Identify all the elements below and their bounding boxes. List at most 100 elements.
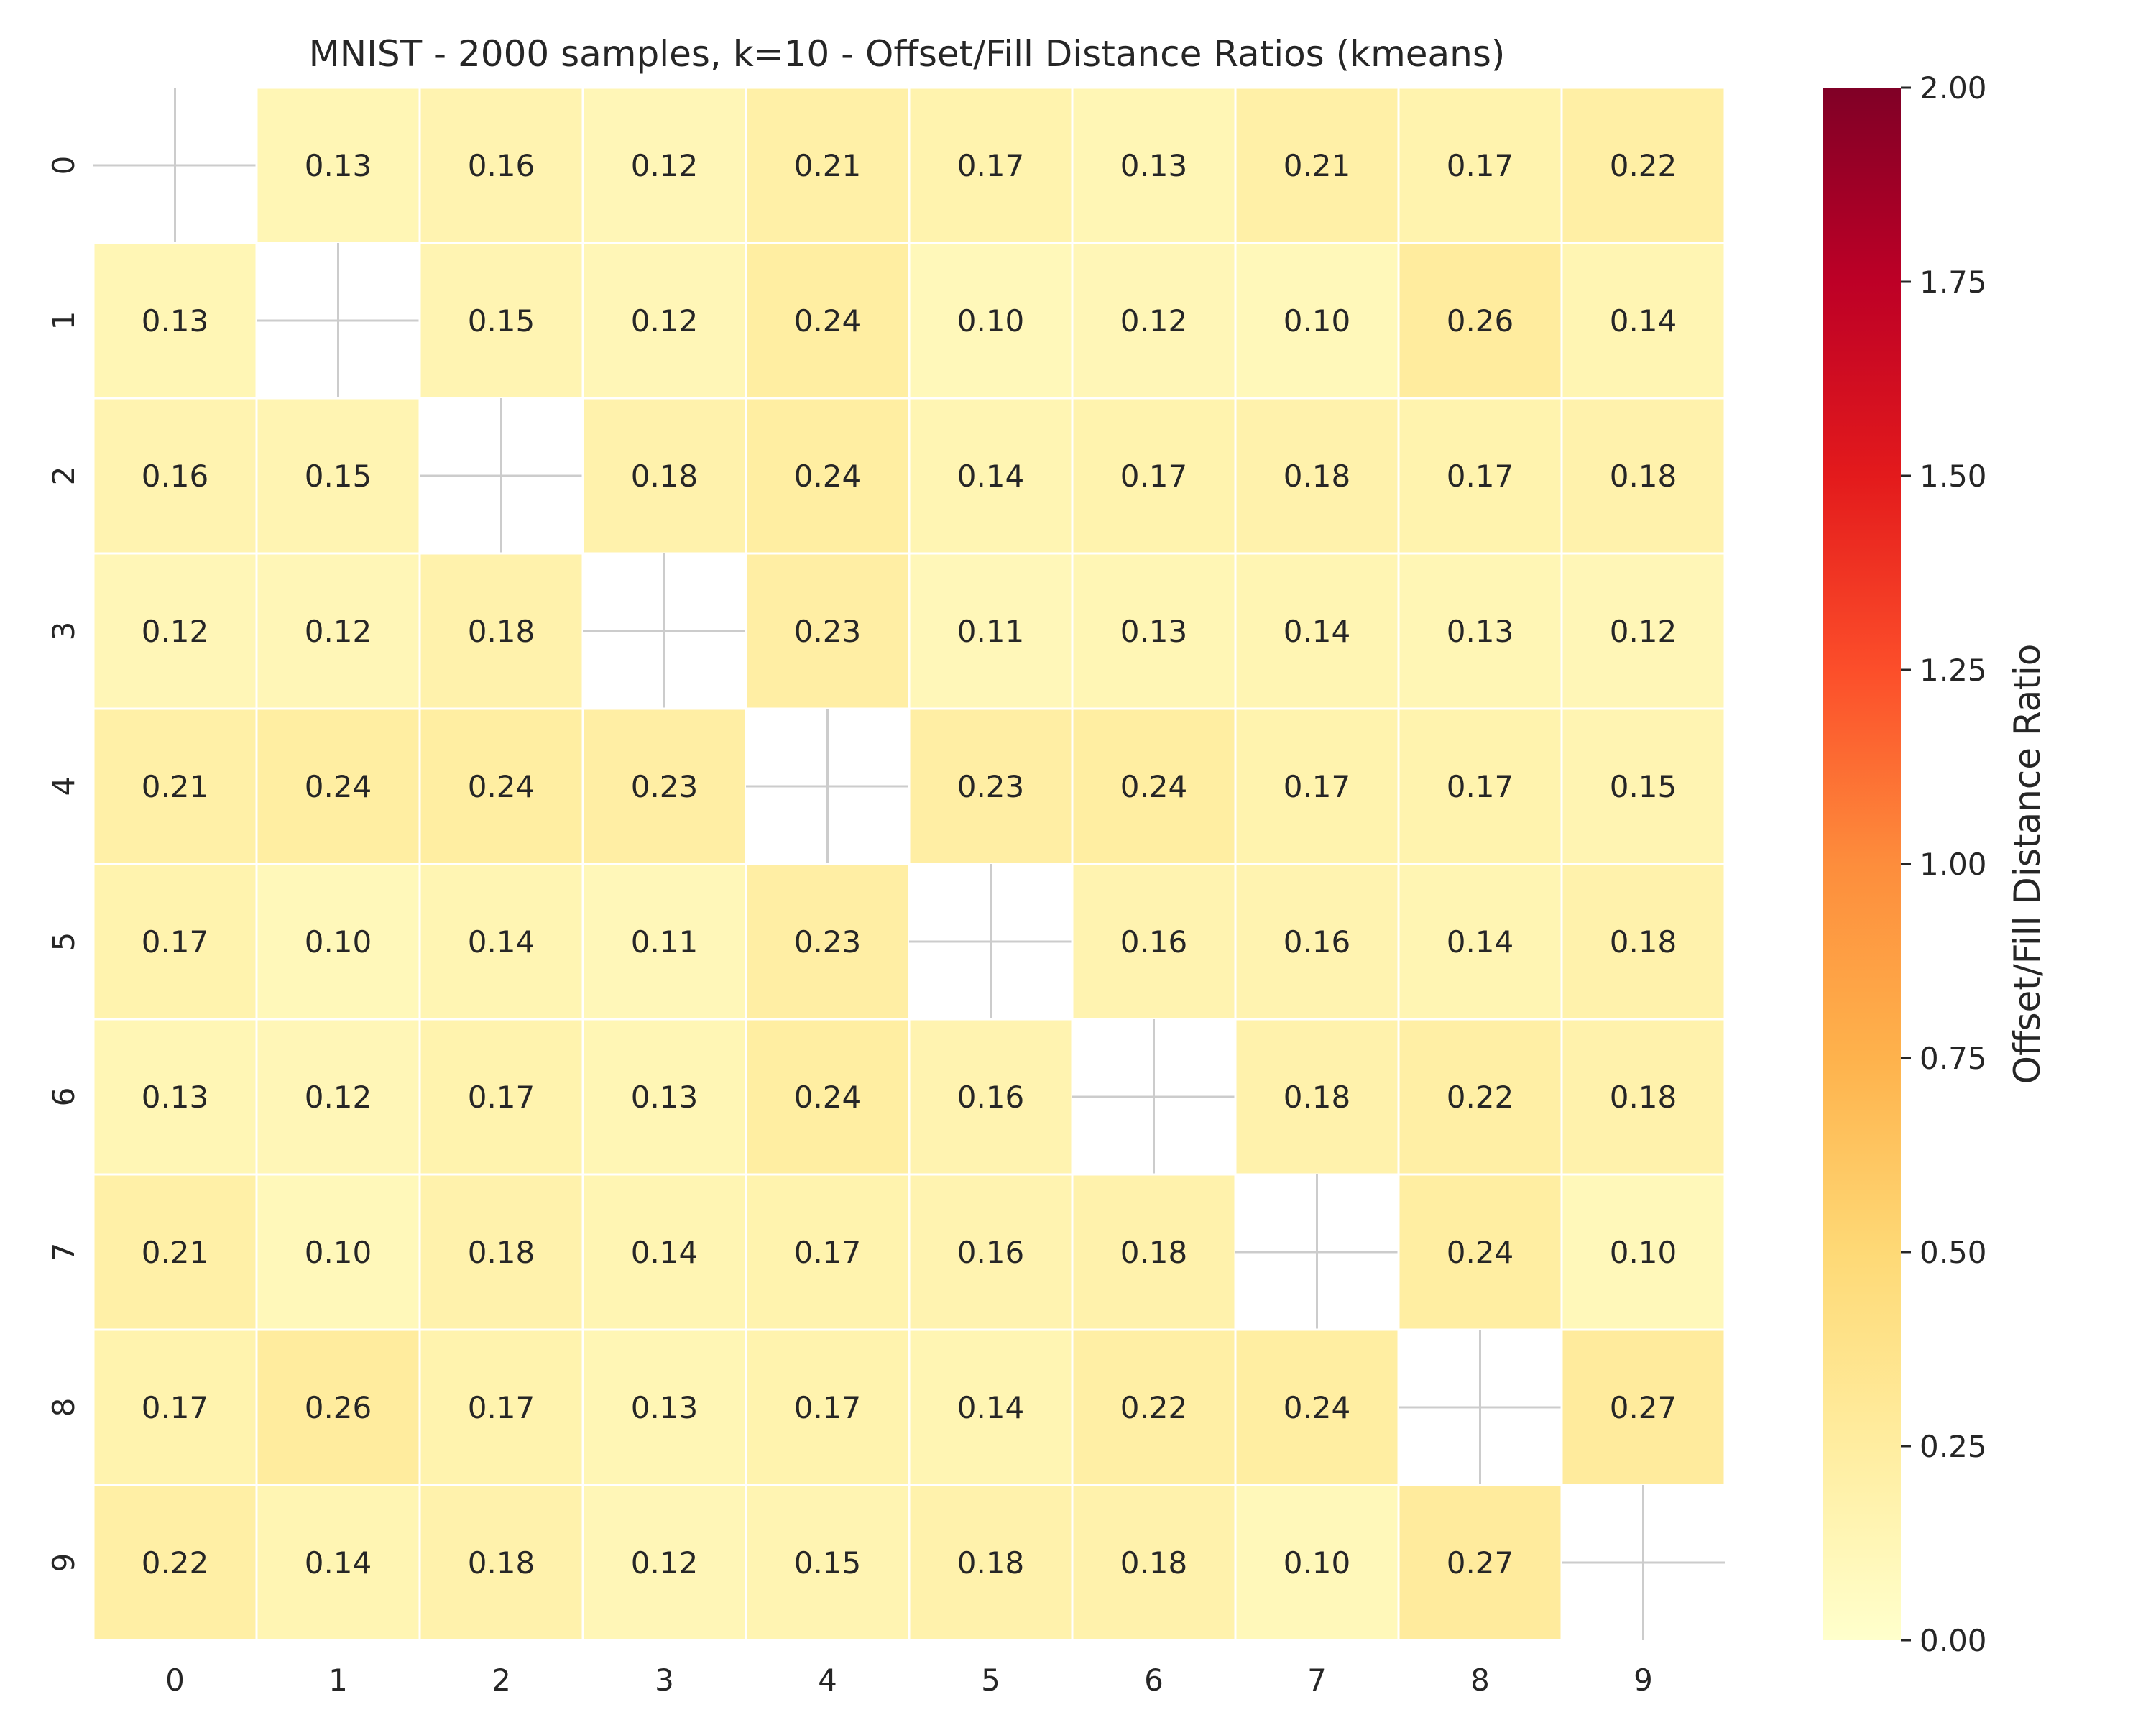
cell-value-label: 0.27 — [1610, 1390, 1677, 1425]
cell-value-label: 0.22 — [1120, 1390, 1188, 1425]
cell-value-label: 0.14 — [1610, 303, 1677, 339]
heatmap-cell — [1397, 1018, 1563, 1176]
cell-value-label: 0.21 — [1284, 148, 1351, 183]
cell-value-label: 0.12 — [631, 1545, 699, 1581]
heatmap-cell — [745, 1173, 911, 1331]
cell-value-label: 0.13 — [142, 303, 209, 339]
heatmap-cell — [1071, 1328, 1237, 1486]
heatmap-cell — [1234, 86, 1400, 244]
cell-value-label: 0.15 — [794, 1545, 862, 1581]
heatmap-cell — [92, 1018, 258, 1176]
cell-value-label: 0.14 — [957, 1390, 1025, 1425]
heatmap-cell — [1234, 862, 1400, 1021]
cell-value-label: 0.16 — [957, 1235, 1025, 1270]
cell-value-label: 0.24 — [794, 303, 862, 339]
cell-value-label: 0.17 — [142, 924, 209, 960]
heatmap-cell — [581, 1328, 747, 1486]
cell-value-label: 0.12 — [142, 614, 209, 649]
cell-value-label: 0.12 — [305, 1080, 372, 1115]
cell-value-label: 0.18 — [1120, 1235, 1188, 1270]
cell-value-label: 0.24 — [794, 1080, 862, 1115]
cell-value-label: 0.18 — [1610, 924, 1677, 960]
cell-value-label: 0.12 — [631, 148, 699, 183]
cell-value-label: 0.16 — [957, 1080, 1025, 1115]
cell-value-label: 0.14 — [305, 1545, 372, 1581]
cell-value-label: 0.18 — [468, 614, 535, 649]
cell-value-label: 0.14 — [1284, 614, 1351, 649]
cell-value-label: 0.15 — [1610, 769, 1677, 804]
heatmap-cell — [581, 86, 747, 244]
cell-value-label: 0.22 — [1447, 1080, 1514, 1115]
heatmap-cell — [581, 707, 747, 865]
cell-value-label: 0.18 — [468, 1545, 535, 1581]
cell-value-label: 0.24 — [1284, 1390, 1351, 1425]
cell-value-label: 0.14 — [631, 1235, 699, 1270]
heatmap-cell — [1397, 707, 1563, 865]
heatmap-cell — [1560, 242, 1726, 400]
cell-value-label: 0.12 — [1610, 614, 1677, 649]
y-tick-label: 5 — [46, 932, 81, 952]
heatmap-cell — [581, 1484, 747, 1642]
cell-value-label: 0.18 — [631, 459, 699, 494]
cell-value-label: 0.18 — [1284, 1080, 1351, 1115]
cell-value-label: 0.24 — [1120, 769, 1188, 804]
colorbar: 0.00 0.25 0.50 0.75 1.00 1.25 1.50 1.75 2.00 Off… — [1823, 70, 2048, 1658]
cell-value-label: 0.17 — [794, 1235, 862, 1270]
heatmap-cell — [908, 1484, 1074, 1642]
heatmap-cell — [1071, 552, 1237, 710]
x-tick-label: 4 — [818, 1662, 837, 1698]
heatmap-cell — [908, 1328, 1074, 1486]
heatmap-cell — [418, 1484, 584, 1642]
heatmap-cell — [1071, 707, 1237, 865]
heatmap-cell — [1397, 552, 1563, 710]
colorbar-tick-label: 0.25 — [1920, 1429, 1987, 1464]
cell-value-label: 0.17 — [1447, 148, 1514, 183]
x-tick-label: 3 — [655, 1662, 674, 1698]
cell-value-label: 0.26 — [305, 1390, 372, 1425]
cell-value-label: 0.23 — [631, 769, 699, 804]
heatmap-cell — [255, 1484, 421, 1642]
cell-value-label: 0.18 — [1610, 459, 1677, 494]
heatmap-cell — [92, 242, 258, 400]
cell-value-label: 0.22 — [142, 1545, 209, 1581]
heatmap-cell — [1234, 552, 1400, 710]
y-tick-label: 9 — [46, 1553, 81, 1573]
heatmap-cell — [418, 1018, 584, 1176]
heatmap-cell — [418, 86, 584, 244]
heatmap-cell — [1071, 397, 1237, 555]
heatmap-cell — [92, 1173, 258, 1331]
cell-value-label: 0.23 — [794, 924, 862, 960]
heatmap-cell — [745, 86, 911, 244]
cell-value-label: 0.10 — [1284, 1545, 1351, 1581]
cell-value-label: 0.12 — [631, 303, 699, 339]
cell-value-label: 0.17 — [468, 1390, 535, 1425]
colorbar-tick-label: 1.75 — [1920, 264, 1987, 300]
cell-value-label: 0.13 — [631, 1390, 699, 1425]
cell-value-label: 0.13 — [631, 1080, 699, 1115]
cell-value-label: 0.16 — [1284, 924, 1351, 960]
y-axis-ticks: 0 1 2 3 4 5 6 7 8 9 — [46, 156, 81, 1573]
y-tick-label: 4 — [46, 777, 81, 796]
colorbar-tick-label: 0.50 — [1920, 1235, 1987, 1270]
cell-value-label: 0.17 — [1447, 769, 1514, 804]
cell-value-label: 0.17 — [957, 148, 1025, 183]
heatmap-cell — [418, 707, 584, 865]
heatmap-cell — [255, 86, 421, 244]
heatmap-cell — [1234, 707, 1400, 865]
colorbar-tick-label: 0.00 — [1920, 1623, 1987, 1658]
heatmap-cell — [1071, 86, 1237, 244]
y-tick-label: 8 — [46, 1398, 81, 1417]
cell-value-label: 0.16 — [142, 459, 209, 494]
cell-value-label: 0.24 — [305, 769, 372, 804]
cell-value-label: 0.17 — [468, 1080, 535, 1115]
cell-value-label: 0.24 — [794, 459, 862, 494]
cell-value-label: 0.14 — [1447, 924, 1514, 960]
cell-value-label: 0.21 — [794, 148, 862, 183]
cell-value-label: 0.14 — [957, 459, 1025, 494]
heatmap-cell — [581, 1018, 747, 1176]
cell-value-label: 0.21 — [142, 769, 209, 804]
cell-value-label: 0.17 — [1447, 459, 1514, 494]
heatmap-cell — [255, 707, 421, 865]
cell-value-label: 0.12 — [1120, 303, 1188, 339]
cell-value-label: 0.26 — [1447, 303, 1514, 339]
